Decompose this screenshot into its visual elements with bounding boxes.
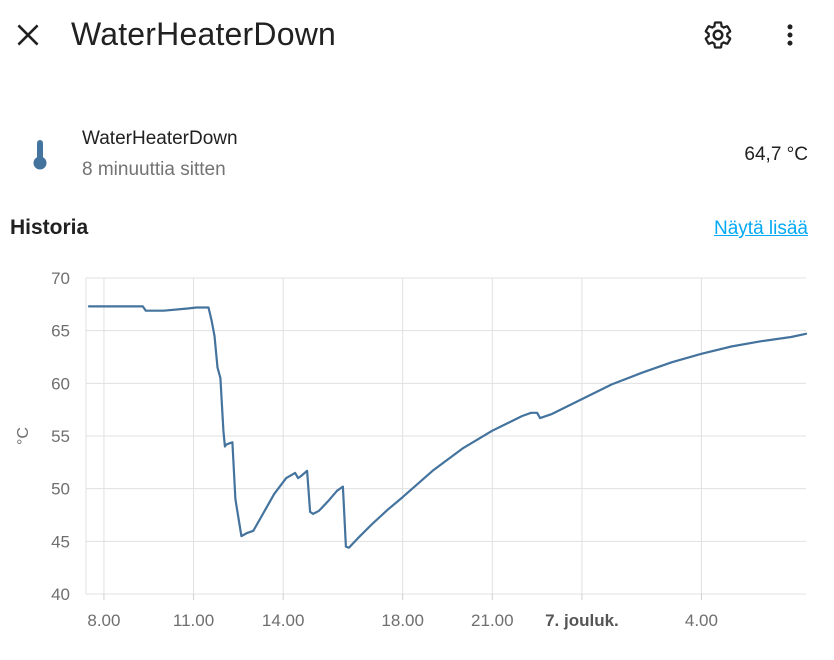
show-more-link[interactable]: Näytä lisää (714, 218, 808, 239)
entity-row: WaterHeaterDown 8 minuuttia sitten 64,7 … (0, 118, 834, 190)
y-tick-label: 55 (51, 427, 70, 446)
x-tick-label: 8.00 (87, 611, 120, 630)
more-options-button[interactable] (770, 12, 810, 58)
y-tick-label: 40 (51, 585, 70, 604)
entity-name: WaterHeaterDown (82, 128, 238, 149)
history-chart: 40 45 50 55 60 65 70 8.00 11.00 14.00 18.00 21.00 7.… (15, 269, 808, 630)
x-tick-label: 14.00 (262, 611, 305, 630)
temperature-series-line (87, 305, 808, 549)
entity-last-changed: 8 minuuttia sitten (82, 159, 226, 180)
thermometer-icon (33, 140, 47, 170)
x-tick-label: 11.00 (173, 611, 214, 630)
x-tick-label: 7. jouluk. (545, 611, 619, 630)
history-heading: Historia (10, 216, 89, 239)
y-tick-label: 60 (51, 374, 70, 393)
y-tick-label: 70 (51, 269, 70, 288)
entity-state-value: 64,7 °C (744, 144, 808, 165)
close-icon (17, 24, 39, 46)
dialog-title: WaterHeaterDown (71, 16, 337, 52)
close-button[interactable] (8, 12, 48, 58)
gear-icon (704, 21, 732, 49)
settings-button[interactable] (696, 12, 740, 58)
y-axis-title: °C (15, 427, 32, 445)
y-tick-label: 45 (51, 532, 70, 551)
x-tick-label: 18.00 (381, 611, 424, 630)
x-tick-label: 21.00 (471, 611, 514, 630)
y-tick-label: 50 (51, 480, 70, 499)
more-vert-icon (787, 24, 793, 46)
y-tick-label: 65 (51, 322, 70, 341)
x-tick-label: 4.00 (685, 611, 718, 630)
dialog-header: WaterHeaterDown (0, 0, 834, 72)
